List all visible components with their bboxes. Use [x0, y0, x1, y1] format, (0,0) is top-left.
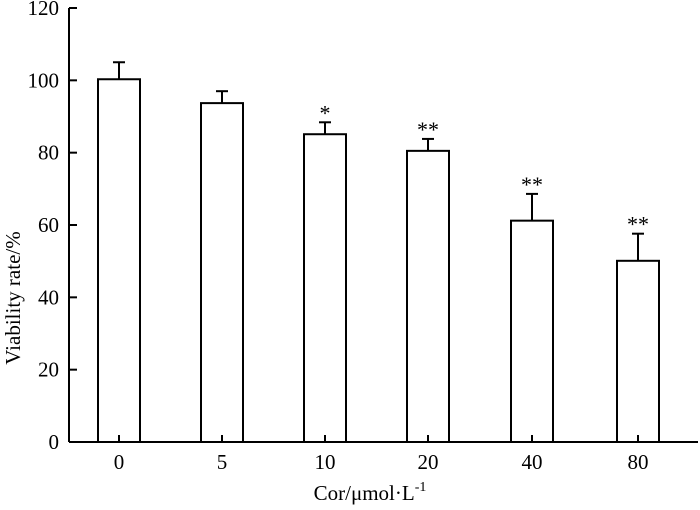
x-ticks-layer: 0 5 10 20 40 80	[114, 435, 649, 474]
y-tick-label: 100	[28, 68, 60, 92]
x-tick-label: 80	[628, 450, 649, 474]
x-tick-label: 10	[315, 450, 336, 474]
significance-marker: **	[417, 117, 439, 142]
significance-marker: *	[320, 100, 331, 125]
y-tick-label: 60	[38, 213, 59, 237]
y-tick-label: 80	[38, 141, 59, 165]
x-tick-label: 20	[418, 450, 439, 474]
bar-0	[97, 78, 141, 444]
significance-marker: **	[521, 172, 543, 197]
y-tick-label: 40	[38, 285, 59, 309]
x-axis-title-main: Cor/μmol·L	[314, 481, 415, 505]
significance-marker: **	[627, 212, 649, 237]
significance-markers-layer: *******	[320, 100, 650, 236]
x-tick-label: 5	[217, 450, 228, 474]
error-bars-layer	[113, 61, 644, 261]
y-ticks-layer: 0 20 40 60 80 100 120	[28, 0, 77, 454]
bar-20	[406, 149, 450, 443]
x-tick-label: 0	[114, 450, 125, 474]
y-tick-label: 120	[28, 0, 60, 20]
axes-layer	[68, 8, 698, 443]
x-axis-title: Cor/μmol·L-1	[314, 480, 427, 505]
x-axis-title-superscript: -1	[415, 480, 427, 495]
y-tick-label: 20	[38, 358, 59, 382]
bar-5	[200, 102, 244, 443]
y-tick-label: 0	[49, 430, 60, 454]
bar-40	[510, 219, 554, 443]
bar-10	[303, 133, 347, 443]
x-tick-label: 40	[522, 450, 543, 474]
bar-80	[616, 259, 660, 443]
bars-layer	[97, 78, 660, 444]
y-axis-title: Viability rate/%	[1, 231, 25, 364]
